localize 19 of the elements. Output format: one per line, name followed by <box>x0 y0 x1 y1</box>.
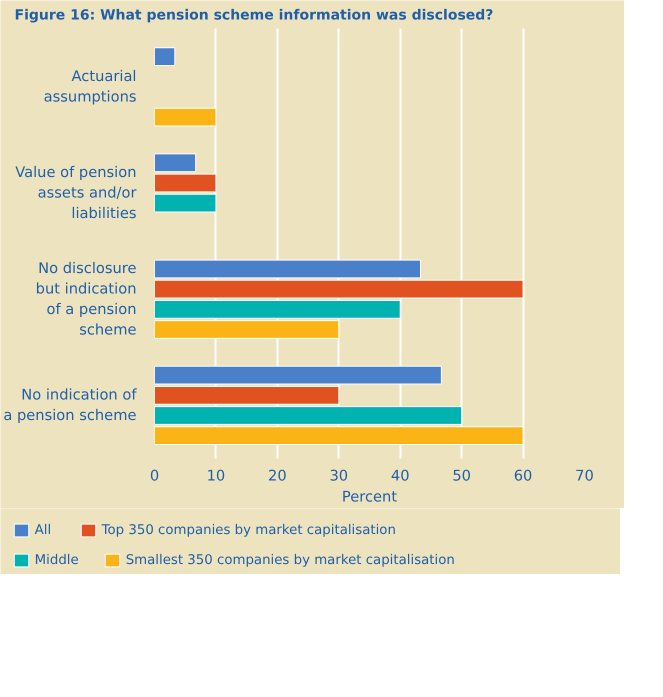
y-tick-label: Value of pension assets and/or liabilities <box>15 164 138 222</box>
x-tick-label: 0 <box>150 468 160 484</box>
legend-label: All <box>34 522 52 538</box>
x-tick-label: 10 <box>206 468 226 484</box>
y-tick-label: Actuarial assumptions <box>44 68 137 106</box>
legend-label: Middle <box>34 552 79 568</box>
legend-label: Smallest 350 companies by market capitalisation <box>126 552 455 568</box>
x-tick-label: 20 <box>268 468 287 484</box>
bar <box>154 47 176 66</box>
legend-label: Top 350 companies by market capitalisation <box>102 522 396 538</box>
x-tick-label: 30 <box>329 468 348 484</box>
x-axis-title: Percent <box>342 488 398 506</box>
x-tick-label: 40 <box>390 468 410 484</box>
y-tick-label: No disclosure but indication of a pension scheme <box>36 260 137 338</box>
y-tick-label: No indication of a pension scheme <box>3 386 138 424</box>
x-tick-label: 70 <box>575 468 594 484</box>
chart-title: Figure 16: What pension scheme information was disclosed? <box>14 8 494 24</box>
x-tick-label: 50 <box>452 468 471 484</box>
x-tick-label: 60 <box>514 468 532 484</box>
